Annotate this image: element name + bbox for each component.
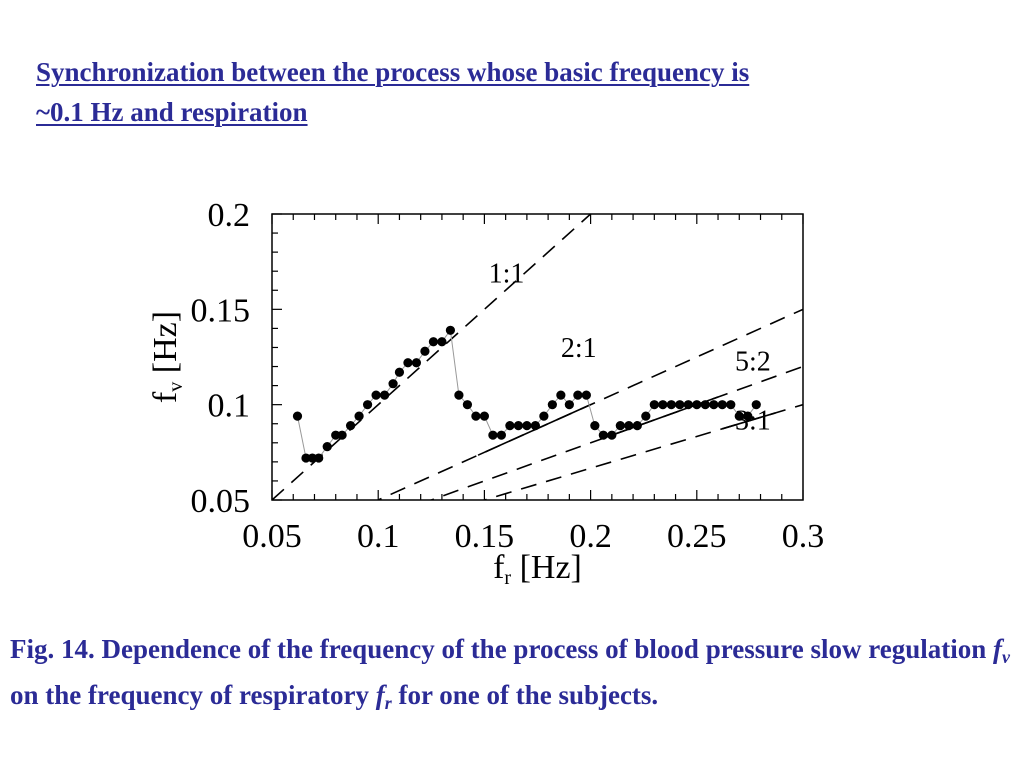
- fit-segment: [722, 412, 776, 430]
- y-axis-label: fv [Hz]: [147, 311, 187, 403]
- x-axis-label: fr [Hz]: [493, 549, 582, 589]
- data-point: [362, 400, 373, 410]
- data-point: [581, 390, 591, 400]
- data-point: [547, 400, 557, 410]
- data-point: [709, 400, 719, 410]
- data-point: [428, 337, 439, 347]
- x-tick-label: 0.25: [667, 518, 727, 555]
- x-axis-label-sub: r: [504, 567, 511, 589]
- data-point: [379, 390, 390, 400]
- data-point: [479, 411, 489, 421]
- data-point: [411, 358, 422, 368]
- data-point: [556, 390, 566, 400]
- data-point: [471, 411, 481, 421]
- ratio-label-5-2: 5:2: [735, 346, 771, 377]
- data-point: [388, 379, 398, 389]
- y-tick-label: 0.1: [208, 388, 251, 425]
- data-point: [666, 400, 676, 410]
- ratio-label-2-1: 2:1: [561, 333, 597, 364]
- data-point: [454, 390, 464, 400]
- data-point: [394, 367, 405, 377]
- y-axis-label-sub: v: [165, 382, 187, 392]
- caption-fr: fr: [375, 680, 392, 713]
- data-point: [437, 337, 447, 347]
- data-point: [564, 400, 574, 410]
- data-point: [337, 430, 347, 440]
- data-point: [717, 400, 727, 410]
- data-point: [700, 400, 710, 410]
- slide-title: Synchronization between the process whos…: [36, 52, 996, 132]
- plot-frame: [271, 213, 804, 501]
- reference-lines: [272, 214, 803, 500]
- reference-line-1-1: [272, 214, 592, 500]
- data-point: [354, 411, 364, 421]
- data-point: [658, 400, 668, 410]
- data-point: [530, 421, 540, 431]
- caption-fr-sub: r: [384, 693, 392, 713]
- caption-part3: for one of the subjects.: [391, 680, 659, 710]
- data-point: [314, 453, 324, 463]
- data-point: [641, 411, 651, 421]
- data-point: [462, 400, 473, 410]
- slide-title-line1: Synchronization between the process whos…: [36, 57, 750, 87]
- y-tick-label: 0.05: [191, 483, 251, 520]
- figure-caption: Fig. 14. Dependence of the frequency of …: [10, 630, 1015, 722]
- data-point: [403, 358, 413, 368]
- caption-part1: Fig. 14. Dependence of the frequency of …: [10, 634, 993, 664]
- y-axis-label-main: f: [147, 391, 184, 403]
- data-point: [292, 411, 303, 421]
- data-point: [692, 400, 702, 410]
- data-point: [505, 421, 515, 431]
- data-point: [539, 411, 549, 421]
- data-point: [598, 430, 608, 440]
- data-trace: [297, 329, 757, 459]
- y-axis-label-unit: [Hz]: [147, 311, 184, 382]
- data-point: [322, 442, 332, 452]
- x-tick-label: 0.15: [455, 518, 515, 555]
- y-tick-label: 0.15: [191, 292, 251, 329]
- data-point: [683, 400, 693, 410]
- data-point: [726, 400, 736, 410]
- x-tick-label: 0.2: [569, 518, 612, 555]
- y-tick-label: 0.2: [208, 197, 251, 234]
- data-point: [607, 430, 617, 440]
- data-point: [649, 400, 659, 410]
- data-point: [590, 421, 600, 431]
- data-point: [675, 400, 685, 410]
- data-point: [345, 421, 356, 431]
- data-point: [632, 421, 642, 431]
- x-tick-label: 0.1: [357, 518, 400, 555]
- ratio-label-3-1: 3:1: [735, 405, 771, 436]
- x-tick-label: 0.3: [782, 518, 825, 555]
- data-point: [573, 390, 583, 400]
- data-point: [420, 346, 430, 356]
- data-point: [307, 453, 317, 463]
- frequency-sync-chart: 0.05 0.1 0.15 0.2 0.25 0.30.050.10.150.2fr [H…: [147, 197, 825, 589]
- data-point: [371, 390, 381, 400]
- data-point: [301, 453, 311, 463]
- data-point: [734, 411, 744, 421]
- caption-fv-sub: v: [1001, 647, 1010, 667]
- data-point: [751, 400, 761, 410]
- data-point: [496, 430, 506, 440]
- slide-title-line2: ~0.1 Hz and respiration: [36, 97, 308, 127]
- data-point: [743, 411, 753, 421]
- caption-fr-main: f: [375, 680, 385, 710]
- caption-fv: fv: [992, 634, 1010, 667]
- data-point: [522, 421, 532, 431]
- x-tick-label: 0.05: [242, 518, 302, 555]
- caption-part2: on the frequency of respiratory: [10, 680, 376, 710]
- data-point: [488, 430, 498, 440]
- data-point: [445, 325, 456, 335]
- ratio-label-1-1: 1:1: [489, 259, 525, 290]
- data-point: [615, 421, 625, 431]
- x-axis-label-unit: [Hz]: [511, 549, 582, 586]
- x-axis-label-main: f: [493, 549, 505, 586]
- data-point: [331, 430, 341, 440]
- data-point: [513, 421, 523, 431]
- data-point: [624, 421, 634, 431]
- caption-fv-main: f: [992, 634, 1002, 664]
